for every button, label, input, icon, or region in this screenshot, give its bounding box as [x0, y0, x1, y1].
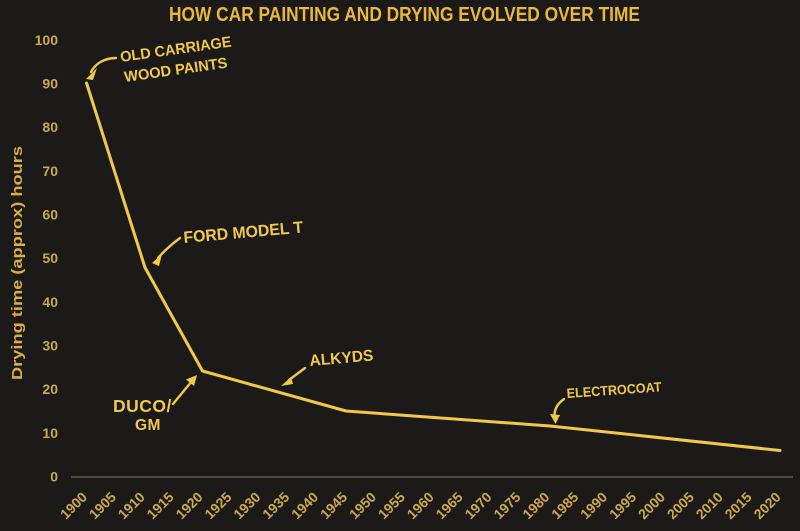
svg-text:0: 0 — [50, 469, 58, 485]
svg-text:ALKYDS: ALKYDS — [309, 347, 375, 370]
svg-text:HOW CAR PAINTING AND DRYING EV: HOW CAR PAINTING AND DRYING EVOLVED OVER… — [169, 4, 640, 26]
svg-text:Drying time (approx) hours: Drying time (approx) hours — [9, 146, 26, 380]
svg-text:DUCO/: DUCO/ — [113, 396, 172, 416]
svg-text:30: 30 — [42, 338, 58, 354]
svg-text:20: 20 — [42, 381, 58, 397]
svg-text:10: 10 — [42, 425, 58, 441]
svg-text:40: 40 — [42, 294, 58, 310]
svg-text:90: 90 — [42, 76, 58, 92]
svg-text:80: 80 — [42, 119, 58, 135]
svg-text:100: 100 — [35, 32, 59, 48]
svg-text:50: 50 — [42, 250, 58, 266]
svg-text:ELECTROCOAT: ELECTROCOAT — [566, 379, 663, 401]
svg-text:60: 60 — [42, 207, 58, 223]
svg-text:GM: GM — [135, 417, 161, 434]
svg-text:70: 70 — [42, 163, 58, 179]
